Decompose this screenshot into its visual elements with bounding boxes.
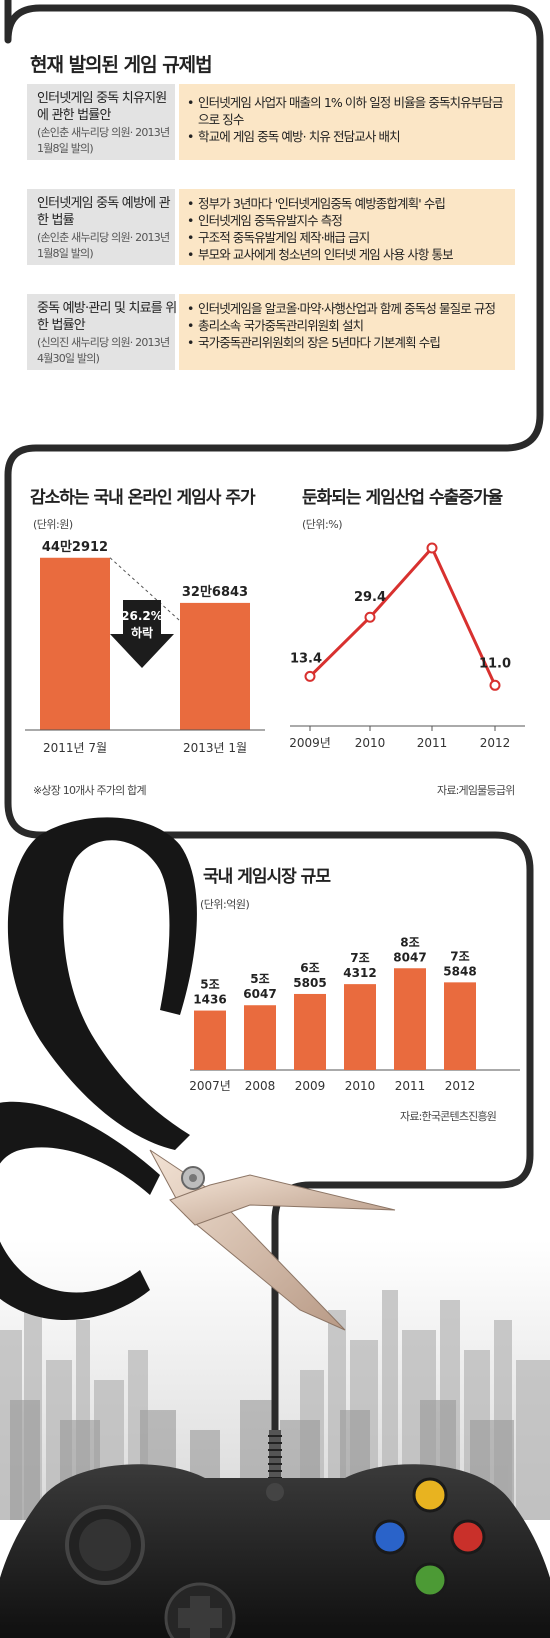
law-point: 인터넷게임 사업자 매출의 1% 이하 일정 비율을 중독치유부담금으로 징수 [187,94,513,128]
data-label: 4312 [343,966,376,980]
down-arrow-icon [110,600,174,668]
law-name: 인터넷게임 중독 예방에 관한 법률 [37,196,171,228]
export-chart-title: 둔화되는 게임산업 수출증가율 [302,488,503,508]
data-label: 5조 [200,978,219,992]
bar [394,968,426,1070]
x-tick-label: 2009년 [290,736,331,750]
law-point: 구조적 중독유발게임 제작·배급 금지 [187,229,513,246]
stock-chart-title: 감소하는 국내 온라인 게임사 주가 [30,488,256,508]
scissors-icon [0,817,396,1331]
export-chart: 2009년 2010 2011 2012 13.4 29.4 48.1 11.0 [290,530,525,750]
law-point: 정부가 3년마다 '인터넷게임중독 예방종합계획' 수립 [187,195,513,212]
law-label-cell: 인터넷게임 중독 예방에 관한 법률 (손인춘 새누리당 의원· 2013년 1… [27,189,175,265]
series-line [308,546,497,686]
law-sponsor: (손인춘 새누리당 의원· 2013년 1월8일 발의) [37,231,170,260]
law-point: 국가중독관리위원회의 장은 5년마다 기본계획 수립 [187,334,513,351]
law-sponsor: (신의진 새누리당 의원· 2013년 4월30일 발의) [37,336,170,365]
law-point: 인터넷게임을 알코올·마약·사행산업과 함께 중독성 물질로 규정 [187,300,513,317]
law-label-cell: 인터넷게임 중독 치유지원에 관한 법률안 (손인춘 새누리당 의원· 2013… [27,84,175,160]
decline-value: 26.2% [121,609,163,623]
export-chart-unit: (단위:%) [302,518,342,531]
data-label: 29.4 [354,590,386,605]
law-name: 중독 예방·관리 및 치료를 위한 법률안 [37,301,177,333]
x-tick-label: 2011 [417,736,448,750]
stock-chart-unit: (단위:원) [33,518,73,531]
data-label: 48.1 [416,530,448,534]
stock-chart-note: ※상장 10개사 주가의 합계 [33,784,147,797]
data-point [489,679,501,691]
law-point: 인터넷게임 중독유발지수 측정 [187,212,513,229]
x-tick-label: 2011년 7월 [43,741,107,755]
law-content-cell: 인터넷게임을 알코올·마약·사행산업과 함께 중독성 물질로 규정 총리소속 국… [179,294,515,370]
data-label: 7조 [450,949,469,963]
law-row: 중독 예방·관리 및 치료를 위한 법률안 (신의진 새누리당 의원· 2013… [27,294,515,370]
law-label-cell: 중독 예방·관리 및 치료를 위한 법률안 (신의진 새누리당 의원· 2013… [27,294,177,370]
game-controller-icon [0,1464,550,1638]
x-tick-label: 2010 [355,736,386,750]
market-chart-unit: (단위:억원) [200,898,250,911]
data-label: 5805 [293,976,326,990]
export-chart-source: 자료:게임물등급위 [437,784,515,797]
bar [180,602,250,730]
data-point [426,542,438,554]
stock-chart: 44만2912 2011년 7월 32만6843 2013년 1월 26.2% 하락 [25,539,265,755]
bar [194,1010,226,1070]
law-content-cell: 인터넷게임 사업자 매출의 1% 이하 일정 비율을 중독치유부담금으로 징수 … [179,84,515,160]
data-label: 8조 [400,935,419,949]
data-label: 1436 [193,993,226,1007]
law-point: 부모와 교사에게 청소년의 인터넷 게임 사용 사항 통보 [187,246,513,263]
law-row: 인터넷게임 중독 치유지원에 관한 법률안 (손인춘 새누리당 의원· 2013… [27,84,515,160]
data-label: 44만2912 [42,539,108,555]
data-point [304,670,316,682]
data-label: 6047 [243,987,276,1001]
laws-title: 현재 발의된 게임 규제법 [30,54,213,76]
x-tick-label: 2012 [445,1079,476,1093]
data-label: 13.4 [290,651,322,666]
market-chart: 5조14362007년5조604720086조580520097조4312201… [190,935,520,1093]
market-chart-source: 자료:한국콘텐츠진흥원 [400,1110,497,1123]
data-label: 5848 [443,964,476,978]
bar [444,982,476,1070]
x-tick-label: 2011 [395,1079,426,1093]
law-row: 인터넷게임 중독 예방에 관한 법률 (손인춘 새누리당 의원· 2013년 1… [27,189,515,265]
bar [344,984,376,1070]
data-point [364,611,376,623]
x-tick-label: 2012 [480,736,511,750]
x-tick-label: 2010 [345,1079,376,1093]
x-tick-label: 2013년 1월 [183,741,247,755]
data-label: 32만6843 [182,584,248,600]
bar [294,993,326,1070]
market-chart-title: 국내 게임시장 규모 [203,867,331,887]
bar [244,1005,276,1070]
law-point: 학교에 게임 중독 예방· 치유 전담교사 배치 [187,128,513,145]
decline-text: 하락 [131,625,153,640]
bar [40,557,110,730]
data-label: 6조 [300,961,319,975]
data-label: 8047 [393,950,426,964]
x-tick-label: 2008 [245,1079,276,1093]
data-label: 5조 [250,972,269,986]
law-sponsor: (손인춘 새누리당 의원· 2013년 1월8일 발의) [37,126,170,155]
x-tick-label: 2009 [295,1079,326,1093]
data-label: 7조 [350,951,369,965]
x-tick-label: 2007년 [190,1079,231,1093]
data-label: 11.0 [479,656,511,671]
law-point: 총리소속 국가중독관리위원회 설치 [187,317,513,334]
law-content-cell: 정부가 3년마다 '인터넷게임중독 예방종합계획' 수립 인터넷게임 중독유발지… [179,189,515,265]
law-name: 인터넷게임 중독 치유지원에 관한 법률안 [37,91,167,123]
decline-connector [109,557,181,622]
